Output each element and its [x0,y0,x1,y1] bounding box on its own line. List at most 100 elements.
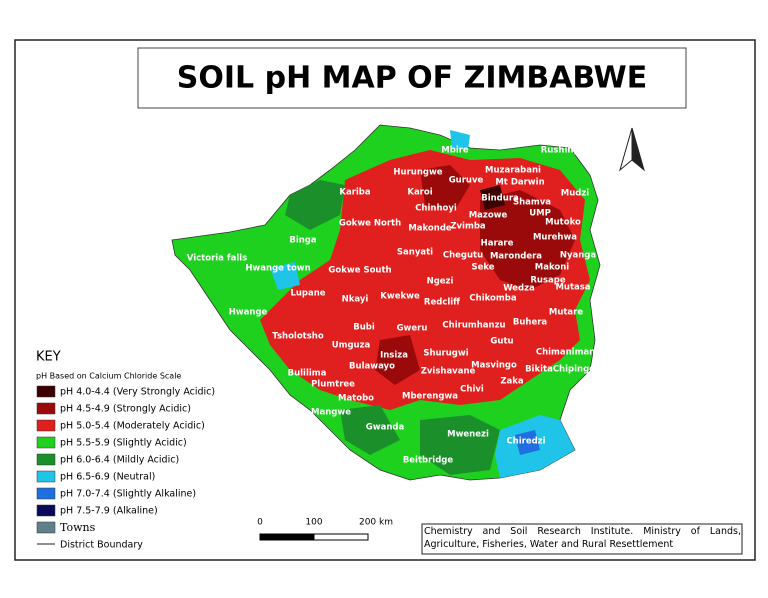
place-label: Hwange town [245,264,310,274]
place-label: Nkayi [342,295,369,305]
place-label: Mudzi [561,189,590,199]
legend-label: pH 4.0-4.4 (Very Strongly Acidic) [60,387,215,398]
place-label: Mwenezi [447,430,489,440]
scale-label: 0 [257,518,263,528]
place-label: Chinhoyi [415,204,457,214]
place-label: Mberengwa [402,392,458,402]
place-label: Gokwe South [328,266,391,276]
place-label: Zvishavane [421,367,476,377]
place-label: Kariba [339,188,371,198]
legend-label: pH 4.5-4.9 (Strongly Acidic) [60,404,191,415]
boundary-label: District Boundary [60,540,143,551]
neutral-zone [450,130,470,150]
place-label: Bulawayo [349,362,395,372]
place-label: Mutare [549,308,584,318]
place-label: Chikomba [469,294,516,304]
place-label: Chirumhanzu [442,321,505,331]
place-label: Harare [481,239,514,249]
place-label: Shamva [513,198,551,208]
place-label: Beitbridge [403,456,454,466]
country [171,124,601,481]
mild-zone [420,415,500,475]
legend-swatch [36,419,56,432]
place-label: Kwekwe [380,292,420,302]
legend-swatch [36,504,56,517]
strong-acidic-zone [375,335,420,385]
place-label: Shurugwi [423,349,468,359]
place-label: Victoria falls [187,254,247,264]
place-label: Hwange [229,308,268,318]
place-label: Seke [471,263,494,273]
mild-zone [285,180,345,230]
place-label: Murehwa [533,233,577,243]
place-label: Umguza [332,341,371,351]
towns-label: Towns [60,521,96,534]
place-label: Gweru [397,324,428,334]
credit-holder: Chemistry and Soil Research Institute. M… [424,526,741,550]
place-label: Karoi [407,188,432,198]
place-label: Masvingo [471,361,517,371]
place-label: Buhera [513,318,548,328]
place-label: Zvimba [450,222,486,232]
place-label: Chimanimani [536,348,598,358]
legend-label: pH 5.5-5.9 (Slightly Acidic) [60,438,187,449]
legend-label: pH 7.0-7.4 (Slightly Alkaline) [60,489,196,500]
place-label: Rusape [530,276,565,286]
place-label: Marondera [490,252,542,262]
place-label: Mutoko [545,218,581,228]
place-label: Bindura [481,194,519,204]
credit-box [421,523,743,555]
alkaline-zone [515,430,540,455]
legend: pH 4.0-4.4 (Very Strongly Acidic) pH 4.5-… [36,385,215,517]
place-label: Lupane [290,289,325,299]
mild-zone [340,405,400,455]
title: SOIL pH MAP OF ZIMBABWE [177,61,647,96]
place-label: Plumtree [311,380,355,390]
legend-subtitle: pH Based on Calcium Chloride Scale [36,372,181,381]
scale-bar: 0 100 200 km [257,518,393,541]
place-label: Rushinga [541,146,586,156]
north-arrow [619,127,645,172]
scale-label: 100 [305,518,322,528]
north-arrow-right [631,127,645,172]
place-label: Wedza [503,284,535,294]
place-label: Bulilima [288,369,327,379]
place-label: Mazowe [469,211,508,221]
place-label: Mbire [441,146,469,156]
scale-segment [313,533,369,541]
legend-swatch [36,453,56,466]
legend-swatch [36,385,56,398]
place-label: Hurungwe [393,168,442,178]
very-acidic-zone [480,185,505,210]
place-label: Gokwe North [339,219,401,229]
place-label: Guruve [449,176,484,186]
place-label: Gwanda [366,423,405,433]
place-label: Chiredzi [506,437,545,447]
legend-label: pH 5.0-5.4 (Moderately Acidic) [60,421,205,432]
place-label: Insiza [380,351,408,361]
strong-acidic-zone [480,190,575,290]
legend-title: KEY [36,350,61,365]
place-label: Ngezi [427,277,454,287]
legend-label: pH 6.5-6.9 (Neutral) [60,472,155,483]
place-label: Redcliff [424,298,460,308]
place-label: Mutasa [555,283,590,293]
place-label: Gutu [490,337,513,347]
place-label: BikitaChipinge [525,365,595,375]
place-label: Muzarabani [485,166,541,176]
place-label: Sanyati [397,248,433,258]
place-label: Chivi [460,385,484,395]
place-label: Tsholotsho [272,332,324,342]
legend-swatch [36,402,56,415]
legend-swatch [36,487,56,500]
legend-label: pH 7.5-7.9 (Alkaline) [60,506,158,517]
credit: Chemistry and Soil Research Institute. M… [424,526,741,550]
place-label: Chegutu [443,251,483,261]
place-label: Mangwe [311,408,351,418]
place-label: Bubi [353,323,375,333]
place-label: Makonde [408,224,452,234]
neutral-zone [270,262,300,290]
